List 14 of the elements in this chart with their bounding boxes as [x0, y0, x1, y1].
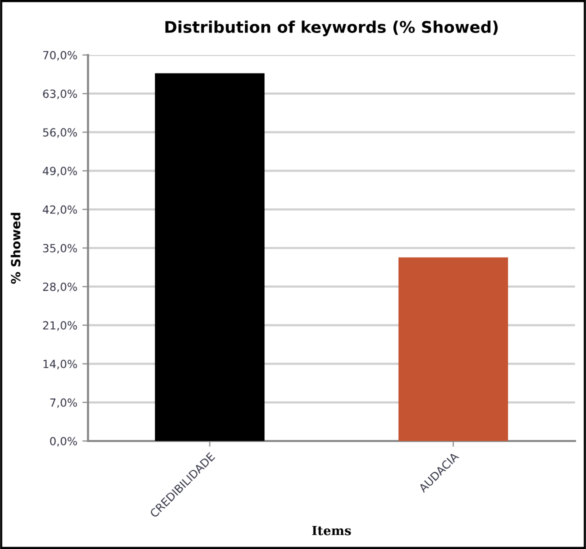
y-tick-label: 70,0% [43, 50, 77, 61]
y-tick-label: 56,0% [43, 128, 77, 138]
y-tick-label: 0,0% [50, 436, 77, 447]
y-tick-label: 49,0% [42, 166, 77, 176]
y-tick-label: 63,0% [43, 90, 77, 100]
y-axis-title: % Showed [10, 212, 20, 284]
x-axis-title: Items [312, 526, 351, 536]
y-tick-label: 7,0% [50, 398, 77, 408]
y-tick-label: 42,0% [42, 205, 77, 215]
y-tick-label: 21,0% [43, 321, 77, 331]
chart-title: Distribution of keywords (% Showed) [165, 20, 498, 36]
y-tick-label: 28,0% [43, 282, 77, 292]
y-tick-label: 14,0% [44, 360, 77, 370]
y-tick-label: 35,0% [43, 244, 77, 254]
